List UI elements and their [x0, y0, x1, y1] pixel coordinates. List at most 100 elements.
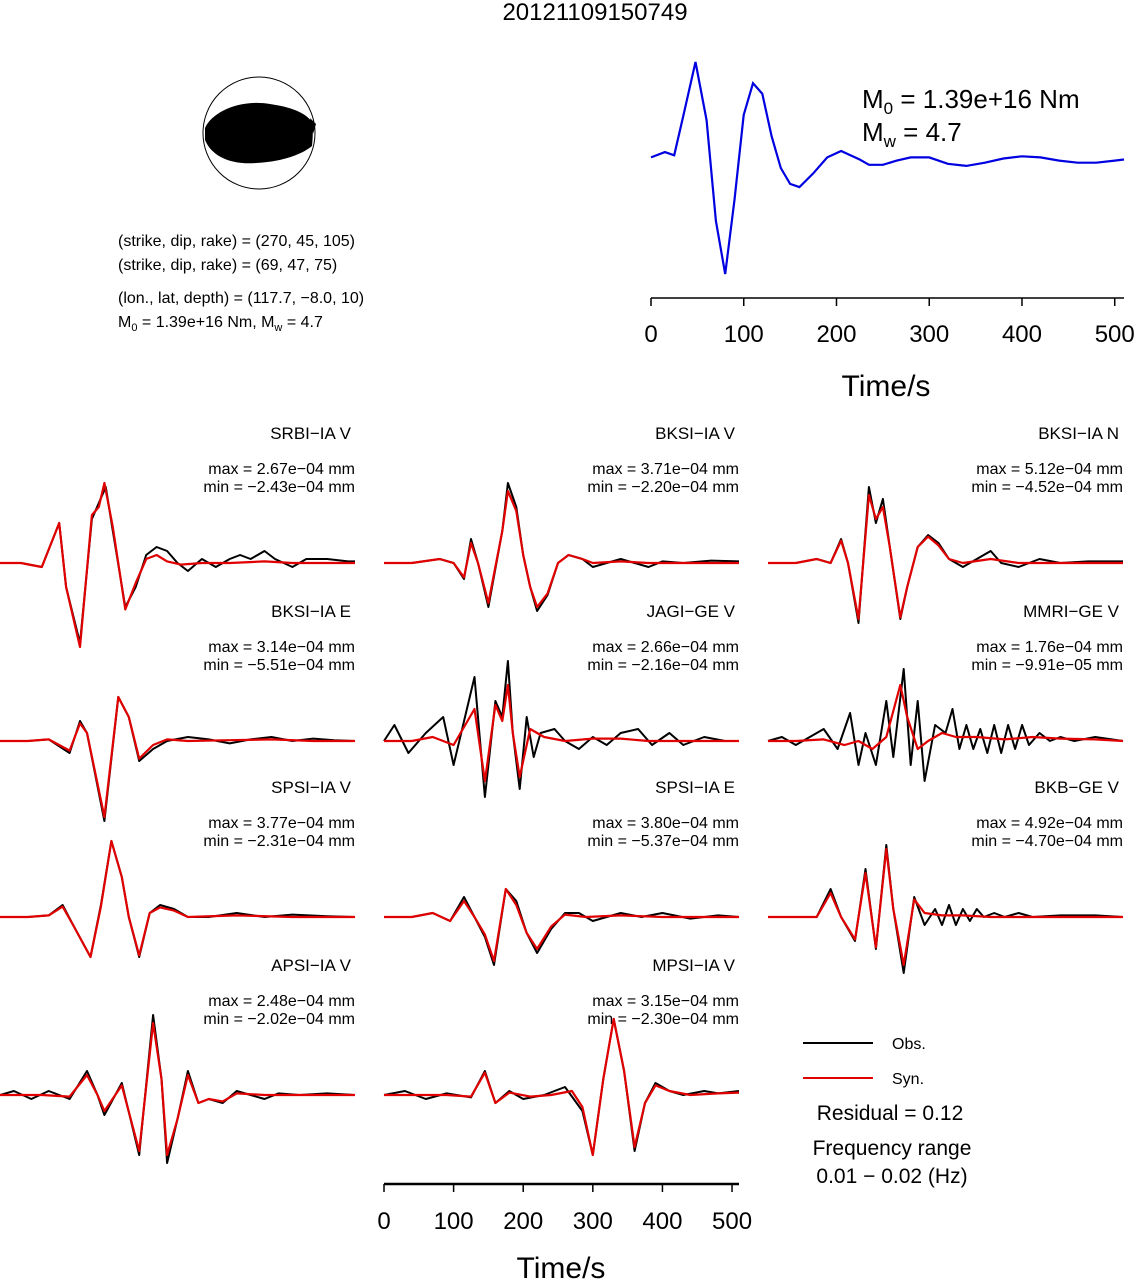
- stf-x-tick-label: 400: [1002, 321, 1042, 348]
- max-amplitude-label: max = 3.15e−04 mm: [592, 993, 739, 1010]
- synthetic-trace: [0, 481, 355, 649]
- synthetic-trace: [384, 489, 739, 609]
- max-amplitude-label: max = 1.76e−04 mm: [976, 639, 1123, 656]
- min-amplitude-label: min = −2.02e−04 mm: [203, 1011, 355, 1028]
- stf-m0-sub: 0: [884, 99, 893, 118]
- observed-trace: [0, 840, 356, 958]
- waveform-x-tick-label: 200: [503, 1208, 543, 1235]
- min-amplitude-label: min = −5.37e−04 mm: [587, 833, 739, 850]
- max-amplitude-label: max = 3.77e−04 mm: [208, 815, 355, 832]
- stf-series-line: [650, 61, 1125, 275]
- moment-m-sub: 0: [131, 322, 137, 334]
- station-label: SPSI−IA V: [271, 778, 352, 797]
- beachball: [202, 76, 316, 190]
- max-amplitude-label: max = 3.80e−04 mm: [592, 815, 739, 832]
- focal-parameters: (strike, dip, rake) = (270, 45, 105) (st…: [118, 233, 364, 334]
- stf-x-tick-label: 200: [816, 321, 856, 348]
- max-amplitude-label: max = 3.71e−04 mm: [592, 461, 739, 478]
- station-label: BKB−GE V: [1034, 778, 1119, 797]
- stf-x-tick-label: 500: [1095, 321, 1135, 348]
- max-amplitude-label: max = 3.14e−04 mm: [208, 639, 355, 656]
- max-amplitude-label: max = 2.48e−04 mm: [208, 993, 355, 1010]
- station-label: MMRI−GE V: [1023, 602, 1120, 621]
- stf-mw-value: = 4.7: [896, 117, 962, 147]
- min-amplitude-label: min = −9.91e−05 mm: [971, 657, 1123, 674]
- station-label: MPSI−IA V: [652, 956, 735, 975]
- moment-summary: M0 = 1.39e+16 Nm, Mw = 4.7: [118, 314, 323, 334]
- max-amplitude-label: max = 2.67e−04 mm: [208, 461, 355, 478]
- waveform-x-tick-label: 400: [642, 1208, 682, 1235]
- stf-x-tick-label: 300: [909, 321, 949, 348]
- station-label: APSI−IA V: [271, 956, 352, 975]
- max-amplitude-label: max = 5.12e−04 mm: [976, 461, 1123, 478]
- hypocenter: (lon., lat, depth) = (117.7, −8.0, 10): [118, 290, 364, 307]
- synthetic-trace: [384, 683, 739, 783]
- legend-syn-label: Syn.: [892, 1071, 924, 1088]
- station-label: SPSI−IA E: [655, 778, 735, 797]
- stf-mw-label: Mw = 4.7: [862, 117, 962, 151]
- observed-trace: [383, 1018, 740, 1156]
- observed-trace: [383, 660, 739, 798]
- waveform-x-tick-label: 0: [377, 1208, 390, 1235]
- observed-trace: [384, 482, 740, 612]
- waveform-x-axis-label: Time/s: [517, 1252, 606, 1283]
- station-label: BKSI−IA V: [655, 424, 736, 443]
- figure-title: 20121109150749: [502, 0, 687, 26]
- stf-m0-prefix: M: [862, 84, 884, 114]
- stf-x-axis-label: Time/s: [842, 370, 931, 403]
- beachball-compression-quadrant: [205, 102, 313, 164]
- waveform-x-axis: 0 100 200 300 400 500: [377, 1182, 752, 1235]
- frequency-range-label: Frequency range: [813, 1137, 972, 1160]
- synthetic-trace: [768, 493, 1123, 621]
- focal-plane-2: (strike, dip, rake) = (69, 47, 75): [118, 257, 337, 274]
- legend: Obs. Syn.: [803, 1036, 926, 1088]
- min-amplitude-label: min = −5.51e−04 mm: [203, 657, 355, 674]
- synthetic-trace: [384, 1017, 740, 1157]
- stf-m0-value: = 1.39e+16 Nm: [893, 84, 1079, 114]
- beachball-aux-lobe: [310, 118, 316, 134]
- observed-trace: [767, 668, 1124, 782]
- stf-m0-label: M0 = 1.39e+16 Nm: [862, 84, 1080, 118]
- station-label: BKSI−IA N: [1038, 424, 1119, 443]
- max-amplitude-label: max = 2.66e−04 mm: [592, 639, 739, 656]
- min-amplitude-label: min = −4.52e−04 mm: [971, 479, 1123, 496]
- stf-x-tick-label: 0: [644, 321, 657, 348]
- station-label: SRBI−IA V: [270, 424, 351, 443]
- observed-trace: [0, 696, 356, 822]
- synthetic-trace: [0, 695, 355, 819]
- frequency-range-value: 0.01 − 0.02 (Hz): [816, 1165, 967, 1188]
- observed-trace: [0, 1014, 356, 1164]
- synthetic-trace: [0, 1021, 355, 1157]
- min-amplitude-label: min = −2.43e−04 mm: [203, 479, 355, 496]
- stf-mw-prefix: M: [862, 117, 884, 147]
- min-amplitude-label: min = −2.16e−04 mm: [587, 657, 739, 674]
- waveform-x-tick-label: 500: [712, 1208, 752, 1235]
- synthetic-trace: [384, 887, 739, 963]
- synthetic-trace: [0, 839, 355, 959]
- waveform-x-tick-label: 100: [434, 1208, 474, 1235]
- station-label: JAGI−GE V: [647, 602, 736, 621]
- focal-plane-1: (strike, dip, rake) = (270, 45, 105): [118, 233, 355, 250]
- min-amplitude-label: min = −4.70e−04 mm: [971, 833, 1123, 850]
- moment-m-value: = 1.39e+16 Nm, M: [137, 314, 274, 331]
- min-amplitude-label: min = −2.31e−04 mm: [203, 833, 355, 850]
- moment-w-value: = 4.7: [282, 314, 323, 331]
- moment-w-sub: w: [273, 322, 282, 334]
- synthetic-trace: [768, 683, 1124, 751]
- stf-mw-sub: w: [883, 132, 897, 151]
- moment-m-prefix: M: [118, 314, 131, 331]
- stf-x-tick-label: 100: [724, 321, 764, 348]
- residual-label: Residual = 0.12: [817, 1102, 964, 1125]
